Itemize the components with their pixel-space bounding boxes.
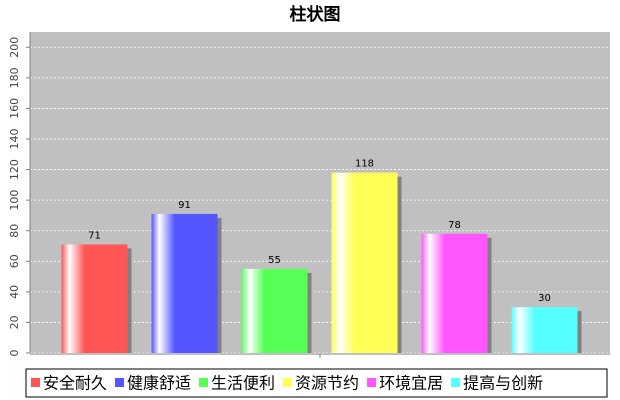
y-tick-label: 20 <box>8 315 21 329</box>
y-tick-label: 80 <box>8 224 21 238</box>
bar <box>331 172 398 353</box>
y-tick-label: 180 <box>8 67 21 88</box>
y-tick-label: 60 <box>8 254 21 268</box>
y-tick-label: 200 <box>8 37 21 58</box>
y-tick-label: 100 <box>8 190 21 211</box>
bar <box>151 213 218 353</box>
y-tick-label: 140 <box>8 129 21 150</box>
legend-label: 提高与创新 <box>463 374 543 393</box>
legend-swatch <box>367 378 377 387</box>
data-label: 71 <box>88 230 101 241</box>
bar <box>421 233 488 353</box>
data-label: 118 <box>355 159 374 170</box>
bar <box>241 268 308 353</box>
legend-swatch <box>31 378 40 387</box>
y-tick-label: 0 <box>8 350 21 357</box>
legend-label: 健康舒适 <box>127 374 191 393</box>
legend-swatch <box>451 378 461 387</box>
y-tick-label: 120 <box>8 159 21 180</box>
legend-swatch <box>283 378 293 387</box>
bar <box>61 244 128 353</box>
data-label: 30 <box>538 293 551 304</box>
legend-swatch <box>115 378 125 387</box>
legend-label: 环境宜居 <box>379 374 443 393</box>
data-label: 55 <box>268 255 281 266</box>
y-tick-label: 160 <box>8 98 21 119</box>
legend-swatch <box>199 378 209 387</box>
chart-title: 柱状图 <box>290 4 341 25</box>
legend-label: 安全耐久 <box>43 374 107 393</box>
legend-label: 资源节约 <box>295 374 359 393</box>
data-label: 91 <box>178 200 191 211</box>
data-label: 78 <box>448 220 461 231</box>
legend-label: 生活便利 <box>211 374 275 393</box>
bar <box>511 307 578 353</box>
y-tick-label: 40 <box>8 285 21 299</box>
